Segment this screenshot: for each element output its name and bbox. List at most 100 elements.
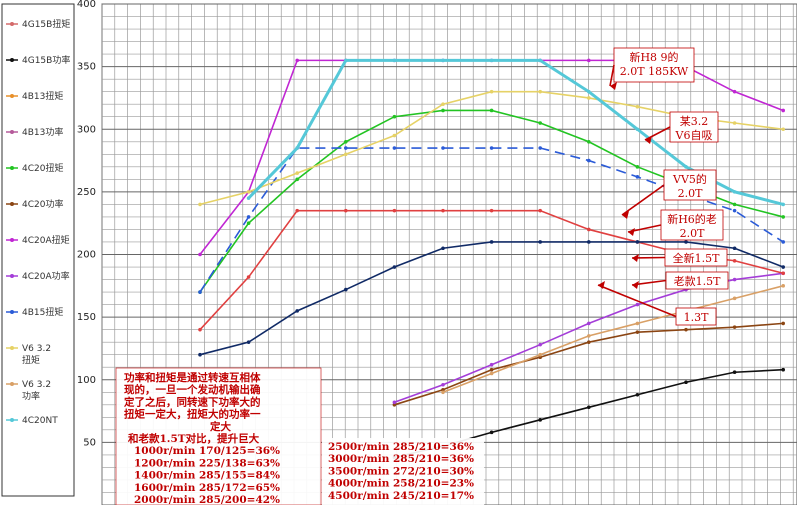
note-line: 2500r/min 285/210=36% (328, 441, 474, 453)
data-point (246, 340, 251, 344)
note-line: 1200r/min 225/138=63% (134, 457, 280, 469)
note-line: 1000r/min 170/125=36% (134, 445, 280, 457)
data-point (684, 165, 688, 169)
annotation-label: 1.3T (684, 311, 709, 324)
y-axis: 50 100 150 200 250 300 350 400 (77, 0, 96, 448)
data-point (732, 325, 737, 329)
annotation-label: VV5的 (672, 172, 707, 186)
annotation-arrow (621, 184, 665, 216)
annotation-label: 新H6的老 (667, 212, 717, 226)
arrow-head-icon (622, 211, 629, 219)
data-point (392, 133, 397, 138)
legend-label: 4G15B扭矩 (22, 18, 70, 30)
note-line: 2000r/min 285/200=42% (134, 494, 280, 505)
data-point (489, 371, 494, 376)
annotation-label: 新H8 9的 (629, 50, 678, 64)
data-point (635, 175, 640, 179)
data-point (392, 114, 397, 119)
data-point (732, 190, 737, 194)
data-point (781, 284, 785, 288)
legend-marker (10, 238, 14, 242)
annotation-label: 老款1.5T (674, 274, 721, 288)
data-point (441, 108, 445, 113)
data-point (781, 271, 785, 276)
data-point (781, 108, 785, 113)
legend-marker (10, 58, 14, 62)
annotation-label: 某3.2 (680, 115, 709, 128)
data-point (587, 334, 591, 338)
data-point (198, 352, 202, 357)
y-tick-label: 350 (77, 62, 96, 73)
data-point (489, 367, 494, 372)
data-point (684, 327, 688, 332)
data-point (198, 327, 202, 332)
legend-label: 4B15扭矩 (22, 306, 63, 318)
data-point (392, 400, 397, 405)
data-point (538, 146, 542, 150)
legend-marker (10, 346, 14, 350)
data-point (246, 190, 251, 194)
y-tick-label: 300 (77, 124, 96, 135)
data-point (489, 208, 494, 213)
data-point (781, 202, 785, 207)
arrow-head-icon (610, 82, 617, 90)
data-point (732, 246, 737, 251)
data-point (295, 58, 300, 63)
legend-marker (10, 22, 14, 26)
legend-marker (10, 130, 14, 134)
note-line: 功率和扭矩是通过转速互相体 (124, 371, 261, 384)
data-point (538, 208, 542, 213)
legend: 4G15B扭矩 4G15B功率 4B13扭矩 4B13功率 4C20扭矩 4C20功率 4C… (1, 3, 75, 497)
arrow-head-icon (628, 228, 635, 236)
data-point (732, 202, 737, 207)
legend-marker (10, 310, 14, 314)
data-point (538, 355, 542, 360)
annotations: 新H8 9的2.0T 185KW某3.2V6自吸VV5的2.0T新H6的老2.0… (597, 47, 729, 326)
legend-marker (10, 202, 14, 206)
data-point (392, 146, 397, 150)
legend-label: 扭矩 (22, 354, 40, 366)
data-point (489, 362, 494, 367)
data-point (587, 139, 591, 144)
data-point (198, 202, 202, 207)
data-point (344, 287, 348, 292)
legend-label: 4B13功率 (22, 126, 63, 138)
data-point (246, 221, 251, 225)
series-line (442, 285, 784, 394)
arrow-head-icon (598, 281, 605, 289)
legend-label: 4C20A功率 (22, 270, 70, 282)
legend-label: 4B13扭矩 (22, 90, 63, 102)
data-point (635, 302, 640, 307)
legend-marker (10, 166, 14, 170)
data-point (489, 108, 494, 113)
data-point (538, 352, 542, 357)
note-line: 3000r/min 285/210=36% (328, 453, 474, 465)
data-point (441, 208, 445, 213)
data-point (732, 370, 737, 375)
y-tick-label: 100 (77, 375, 96, 386)
legend-label: 4C20NT (22, 416, 58, 426)
arrow-head-icon (632, 254, 639, 262)
comparison-note: 功率和扭矩是通过转速互相体现的，一旦一个发动机输出确定了之后，同转速下功率大的扭… (115, 367, 484, 505)
data-point (392, 208, 397, 213)
data-point (489, 240, 494, 244)
data-point (587, 240, 591, 244)
data-point (392, 403, 397, 407)
legend-marker (10, 382, 14, 386)
data-point (538, 121, 542, 125)
data-point (635, 165, 640, 169)
data-point (587, 340, 591, 344)
data-point (635, 392, 640, 397)
note-line: 1400r/min 285/155=84% (134, 470, 280, 482)
data-point (489, 146, 494, 150)
data-point (781, 240, 785, 244)
y-tick-label: 50 (83, 437, 96, 448)
legend-marker (10, 274, 14, 278)
data-point (587, 58, 591, 63)
data-point (781, 367, 785, 372)
data-point (781, 265, 785, 269)
data-point (295, 171, 300, 175)
data-point (635, 330, 640, 334)
data-point (246, 215, 251, 219)
